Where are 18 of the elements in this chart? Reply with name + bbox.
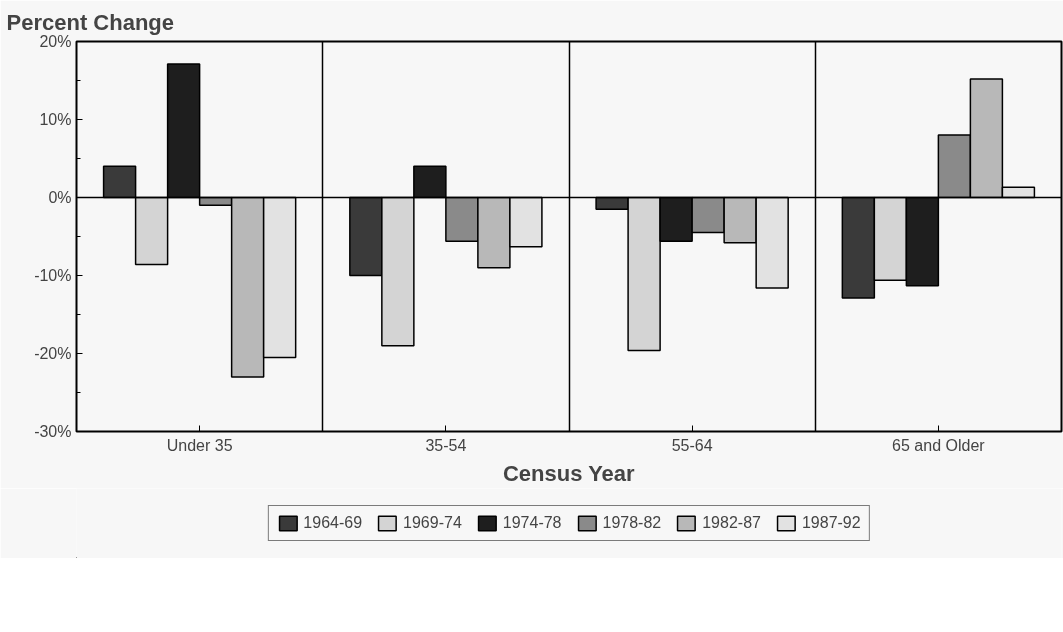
legend-label: 1982-87 — [702, 514, 761, 532]
y-tick-label: -20% — [34, 345, 72, 362]
y-tick-label: -10% — [34, 267, 72, 284]
y-tick-label: 0% — [48, 189, 72, 206]
x-tick-label: 55-64 — [671, 436, 713, 454]
y-tick-label: 10% — [39, 111, 72, 128]
y-axis-title: Percent Change — [6, 9, 174, 35]
legend-label: 1969-74 — [403, 514, 462, 532]
x-tick-label: Under 35 — [166, 436, 233, 454]
y-tick-label: -30% — [34, 423, 72, 440]
y-tick-label: 20% — [39, 33, 72, 50]
x-tick-label: 35-54 — [425, 436, 467, 454]
x-tick-label: 65 and Older — [892, 436, 986, 454]
legend-label: 1978-82 — [602, 514, 662, 532]
legend-label: 1964-69 — [303, 514, 363, 532]
legend-label: 1974-78 — [502, 514, 562, 532]
x-axis-title: Census Year — [502, 460, 636, 486]
legend-label: 1987-92 — [801, 514, 861, 532]
